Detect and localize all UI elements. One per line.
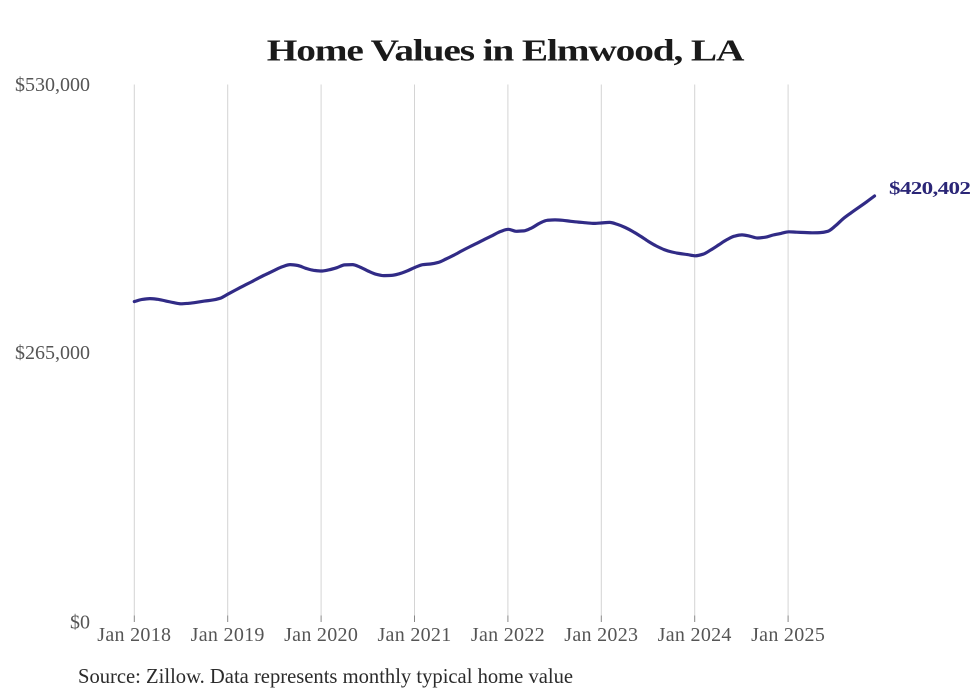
svg-text:Jan 2019: Jan 2019 [191,624,265,646]
svg-text:Jan 2021: Jan 2021 [377,624,451,646]
svg-text:$420,402: $420,402 [889,179,970,198]
svg-text:Jan 2018: Jan 2018 [97,624,171,646]
svg-text:$0: $0 [70,612,90,634]
svg-text:Jan 2025: Jan 2025 [751,624,825,646]
svg-text:Home Values in Elmwood, LA: Home Values in Elmwood, LA [267,33,745,68]
svg-text:Jan 2020: Jan 2020 [284,624,358,646]
svg-text:$265,000: $265,000 [15,342,90,364]
svg-text:Jan 2024: Jan 2024 [658,624,732,646]
svg-text:$530,000: $530,000 [15,74,90,96]
svg-text:Jan 2023: Jan 2023 [564,624,638,646]
svg-text:Jan 2022: Jan 2022 [471,624,545,646]
svg-text:Source: Zillow. Data represent: Source: Zillow. Data represents monthly … [78,666,573,688]
